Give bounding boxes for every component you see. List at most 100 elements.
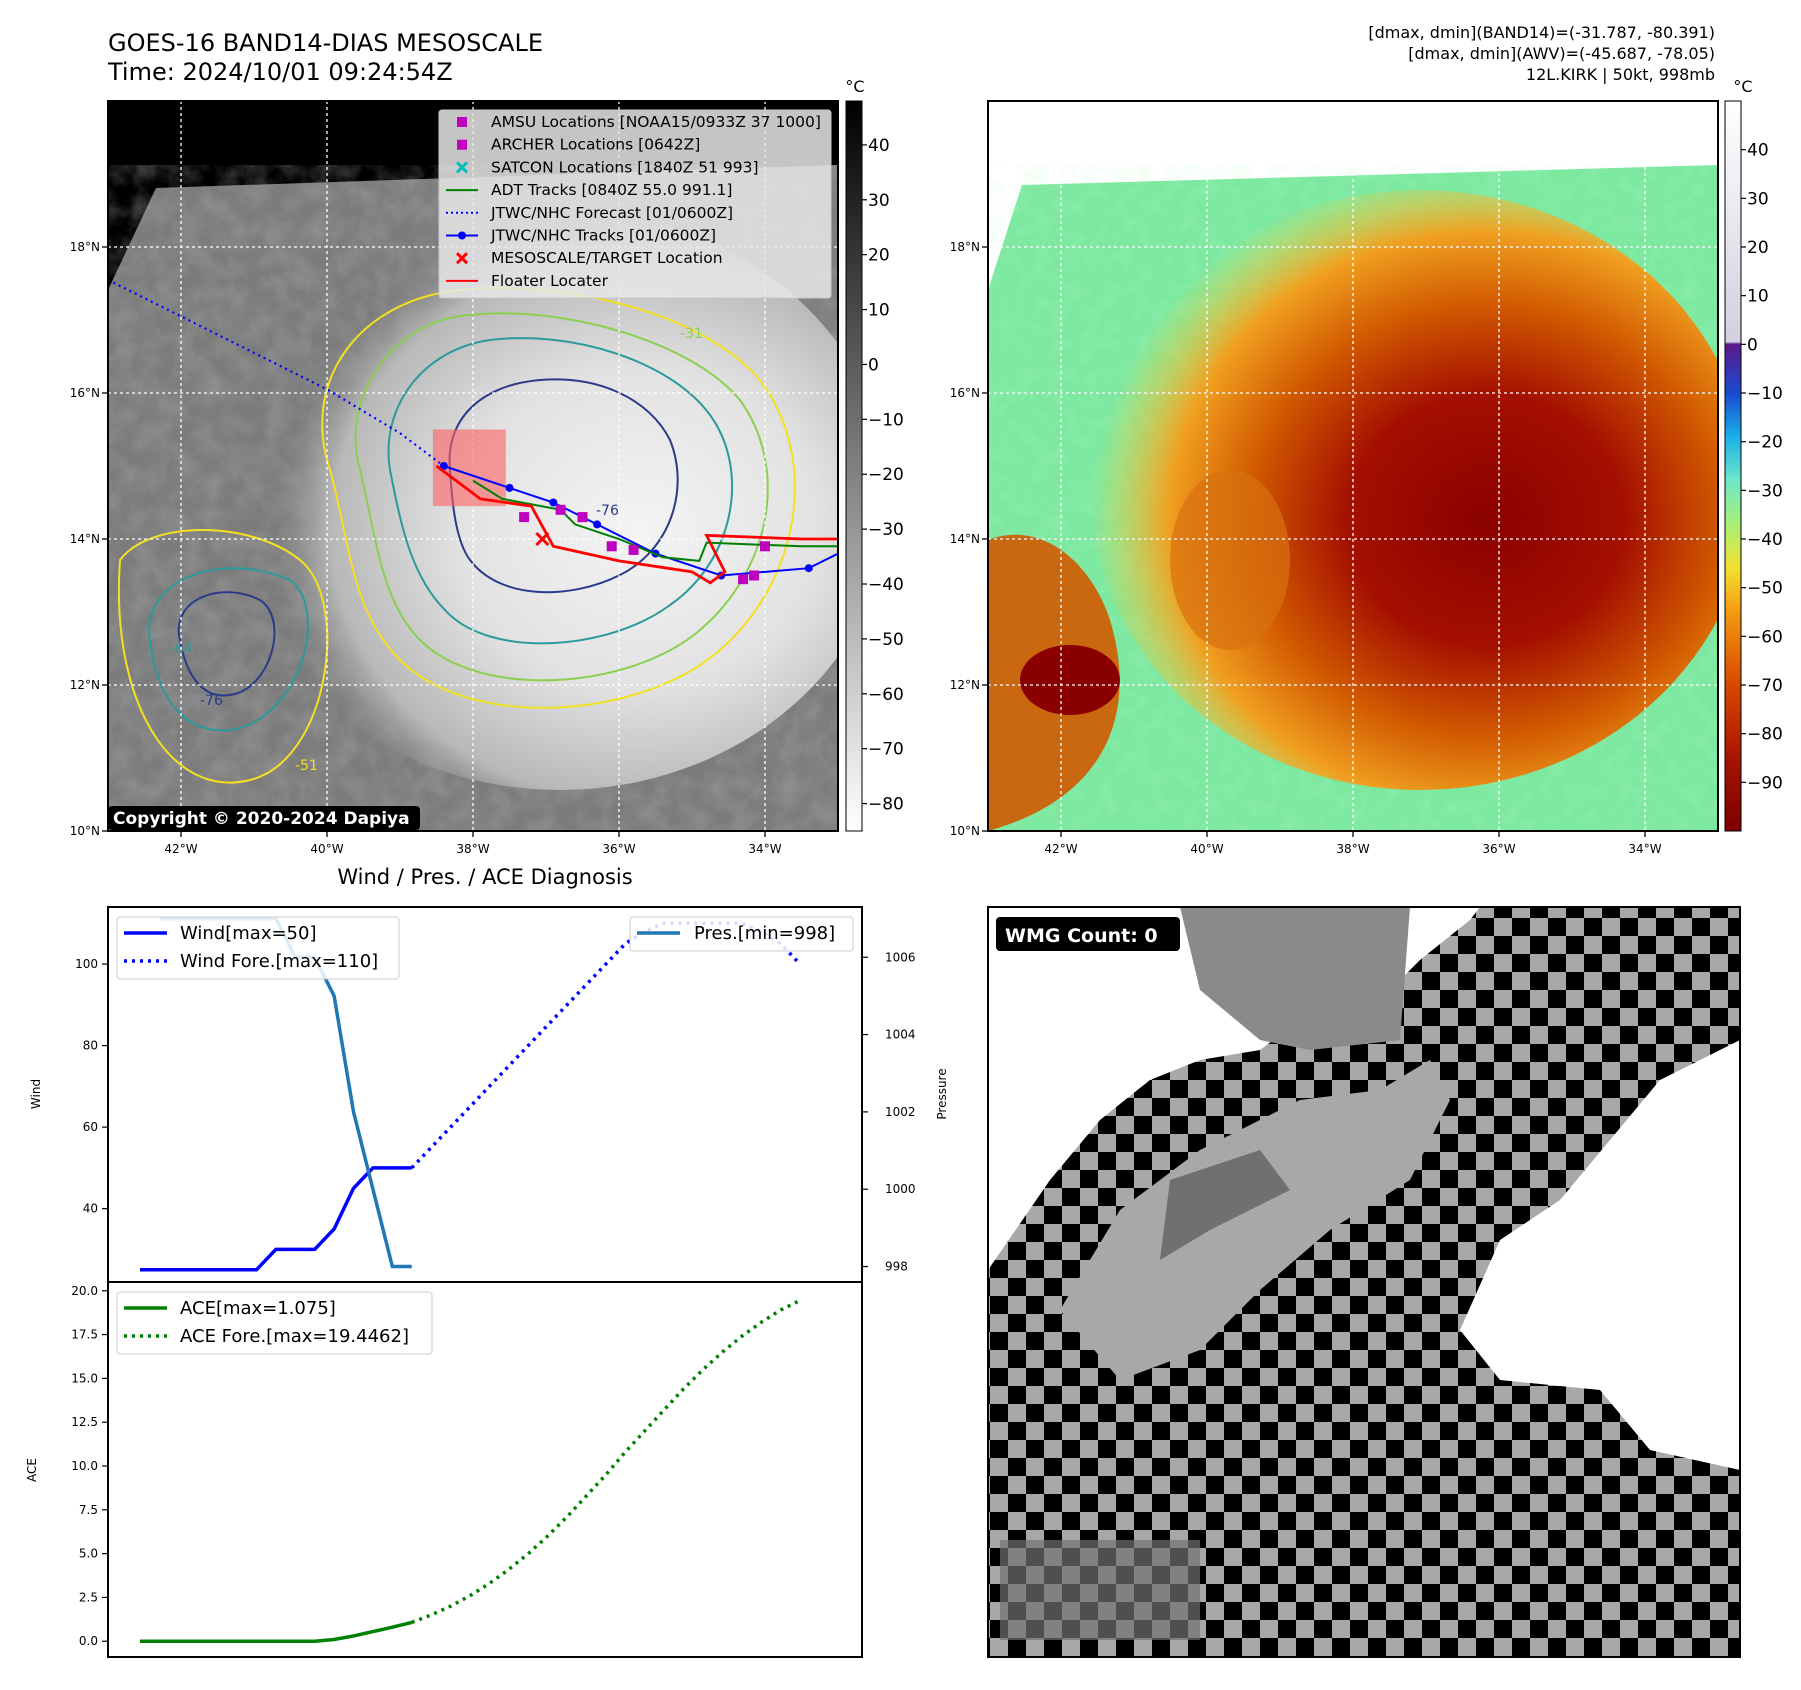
legend-item-label: Floater Locater xyxy=(491,272,609,290)
info-line1: [dmax, dmin](BAND14)=(-31.787, -80.391) xyxy=(1368,23,1715,42)
lon-tick-label: 40°W xyxy=(1190,842,1223,856)
colorbar-tick-label: −10 xyxy=(1747,384,1783,404)
lat-tick-label: 18°N xyxy=(950,240,980,254)
archer-point xyxy=(628,544,639,555)
lon-tick-label: 42°W xyxy=(1044,842,1077,856)
ir-map-panel: -31 -76 -64 -76 -51 AMSU Locations [NOAA… xyxy=(70,100,839,856)
colorbar-tick-label: −40 xyxy=(868,575,904,595)
jtwc-track-point xyxy=(804,564,813,573)
colorbar-tick-label: 30 xyxy=(868,191,890,211)
ace-tick-label: 2.5 xyxy=(79,1590,98,1604)
colorbar-tick-label: 20 xyxy=(1747,238,1769,258)
ace-tick-label: 20.0 xyxy=(71,1284,98,1298)
colorbar-tick-label: 40 xyxy=(1747,141,1769,161)
jtwc-track-point xyxy=(549,498,558,507)
awv-colorbar: °C 40 30 20 10 0 −10 −20 −30 −40 −50 −60 −70 −80 −90 xyxy=(1724,77,1783,832)
colorbar-tick-label: −80 xyxy=(1747,725,1783,745)
amsu-point xyxy=(760,541,770,552)
archer-point xyxy=(738,574,749,585)
awv-colorbar-unit: °C xyxy=(1733,77,1752,96)
legend-wind: Wind[max=50] xyxy=(180,923,317,944)
colorbar-tick-label: 0 xyxy=(868,355,879,375)
contour-label: -31 xyxy=(680,326,703,342)
lon-tick-label: 38°W xyxy=(456,842,489,856)
colorbar-tick-label: 40 xyxy=(868,136,890,156)
awv-map-panel: 42°W 40°W 38°W 36°W 34°W 18°N 16°N 14°N 12°N 10°N xyxy=(950,100,1719,856)
info-line2: [dmax, dmin](AWV)=(-45.687, -78.05) xyxy=(1408,44,1715,63)
pressure-tick-label: 1004 xyxy=(885,1028,916,1042)
archer-point xyxy=(577,512,588,523)
awv-gridlines xyxy=(988,101,1718,831)
wind-legend xyxy=(116,916,400,980)
figure-title-line1: GOES-16 BAND14-DIAS MESOSCALE xyxy=(108,29,543,57)
lat-tick-label: 12°N xyxy=(70,678,100,692)
contour-label: -76 xyxy=(596,503,619,519)
ace-legend xyxy=(116,1291,433,1355)
wind-tick-label: 60 xyxy=(83,1120,98,1134)
lon-tick-label: 38°W xyxy=(1336,842,1369,856)
legend-item: SATCON Locations [1840Z 51 993] xyxy=(455,158,759,176)
legend-item: JTWC/NHC Forecast [01/0600Z] xyxy=(446,204,733,222)
colorbar-tick-label: 10 xyxy=(1747,287,1769,307)
colorbar-tick-label: −70 xyxy=(868,740,904,760)
wind-tick-label: 40 xyxy=(83,1202,98,1216)
legend-item: ADT Tracks [0840Z 55.0 991.1] xyxy=(446,181,732,199)
ace-tick-label: 5.0 xyxy=(79,1547,98,1561)
colorbar-tick-label: −90 xyxy=(1747,773,1783,793)
legend-item-label: JTWC/NHC Forecast [01/0600Z] xyxy=(490,204,733,222)
legend-item: MESOSCALE/TARGET Location xyxy=(455,249,723,267)
colorbar-tick-label: 30 xyxy=(1747,189,1769,209)
colorbar-tick-label: −70 xyxy=(1747,676,1783,696)
ace-tick-label: 17.5 xyxy=(71,1328,98,1342)
colorbar-tick-label: −50 xyxy=(868,630,904,650)
contour-label: -51 xyxy=(295,758,318,774)
ace-tick-label: 15.0 xyxy=(71,1371,98,1385)
colorbar-tick-label: −40 xyxy=(1747,530,1783,550)
wind-tick-label: 80 xyxy=(83,1039,98,1053)
archer-point xyxy=(606,541,617,552)
ir-cloud-shield xyxy=(230,210,838,790)
colorbar-tick-label: −50 xyxy=(1747,579,1783,599)
legend-item-label: AMSU Locations [NOAA15/0933Z 37 1000] xyxy=(491,113,821,131)
ace-tick-label: 12.5 xyxy=(71,1415,98,1429)
colorbar-tick-label: −30 xyxy=(868,520,904,540)
pressure-tick-label: 998 xyxy=(885,1260,908,1274)
legend-wind-forecast: Wind Fore.[max=110] xyxy=(180,951,378,972)
series-line xyxy=(411,1298,801,1625)
colorbar-tick-label: 10 xyxy=(868,301,890,321)
pressure-axis-label: Pressure xyxy=(935,1068,949,1119)
map-legend: AMSU Locations [NOAA15/0933Z 37 1000] ARC… xyxy=(438,109,832,299)
jtwc-track xyxy=(443,465,838,577)
wmg-count: WMG Count: 0 xyxy=(1005,925,1158,947)
floater-locater xyxy=(435,464,838,585)
lat-tick-label: 16°N xyxy=(70,386,100,400)
archer-point xyxy=(749,570,760,581)
contour-label: -76 xyxy=(200,693,223,709)
jtwc-forecast-track xyxy=(108,278,445,467)
legend-item-label: MESOSCALE/TARGET Location xyxy=(491,249,723,267)
wind-pressure-chart: 40 60 80 100 998 1000 1002 1004 1006 Wind Pressu… xyxy=(29,906,949,1283)
colorbar-tick-label: −60 xyxy=(868,685,904,705)
legend-item-label: ADT Tracks [0840Z 55.0 991.1] xyxy=(491,181,732,199)
ace-tick-label: 0.0 xyxy=(79,1634,98,1648)
lat-tick-label: 10°N xyxy=(950,824,980,838)
legend-item-label: JTWC/NHC Tracks [01/0600Z] xyxy=(490,227,716,245)
series-line xyxy=(140,1166,412,1272)
diagnosis-chart-title: Wind / Pres. / ACE Diagnosis xyxy=(337,865,632,889)
pressure-legend xyxy=(629,916,854,952)
colorbar-tick-label: −60 xyxy=(1747,627,1783,647)
archer-point xyxy=(519,512,530,523)
info-line3: 12L.KIRK | 50kt, 998mb xyxy=(1526,65,1715,84)
wmg-mask-region xyxy=(988,907,1740,1657)
legend-ace-forecast: ACE Fore.[max=19.4462] xyxy=(180,1326,409,1347)
colorbar-tick-label: 0 xyxy=(1747,335,1758,355)
wind-tick-label: 100 xyxy=(75,957,98,971)
lon-tick-label: 42°W xyxy=(164,842,197,856)
lon-tick-label: 34°W xyxy=(748,842,781,856)
lat-tick-label: 14°N xyxy=(950,532,980,546)
jtwc-track-point xyxy=(439,462,448,470)
lon-tick-label: 40°W xyxy=(310,842,343,856)
legend-ace: ACE[max=1.075] xyxy=(180,1298,336,1319)
ace-axis-label: ACE xyxy=(25,1458,39,1482)
legend-item: ARCHER Locations [0642Z] xyxy=(457,136,700,154)
